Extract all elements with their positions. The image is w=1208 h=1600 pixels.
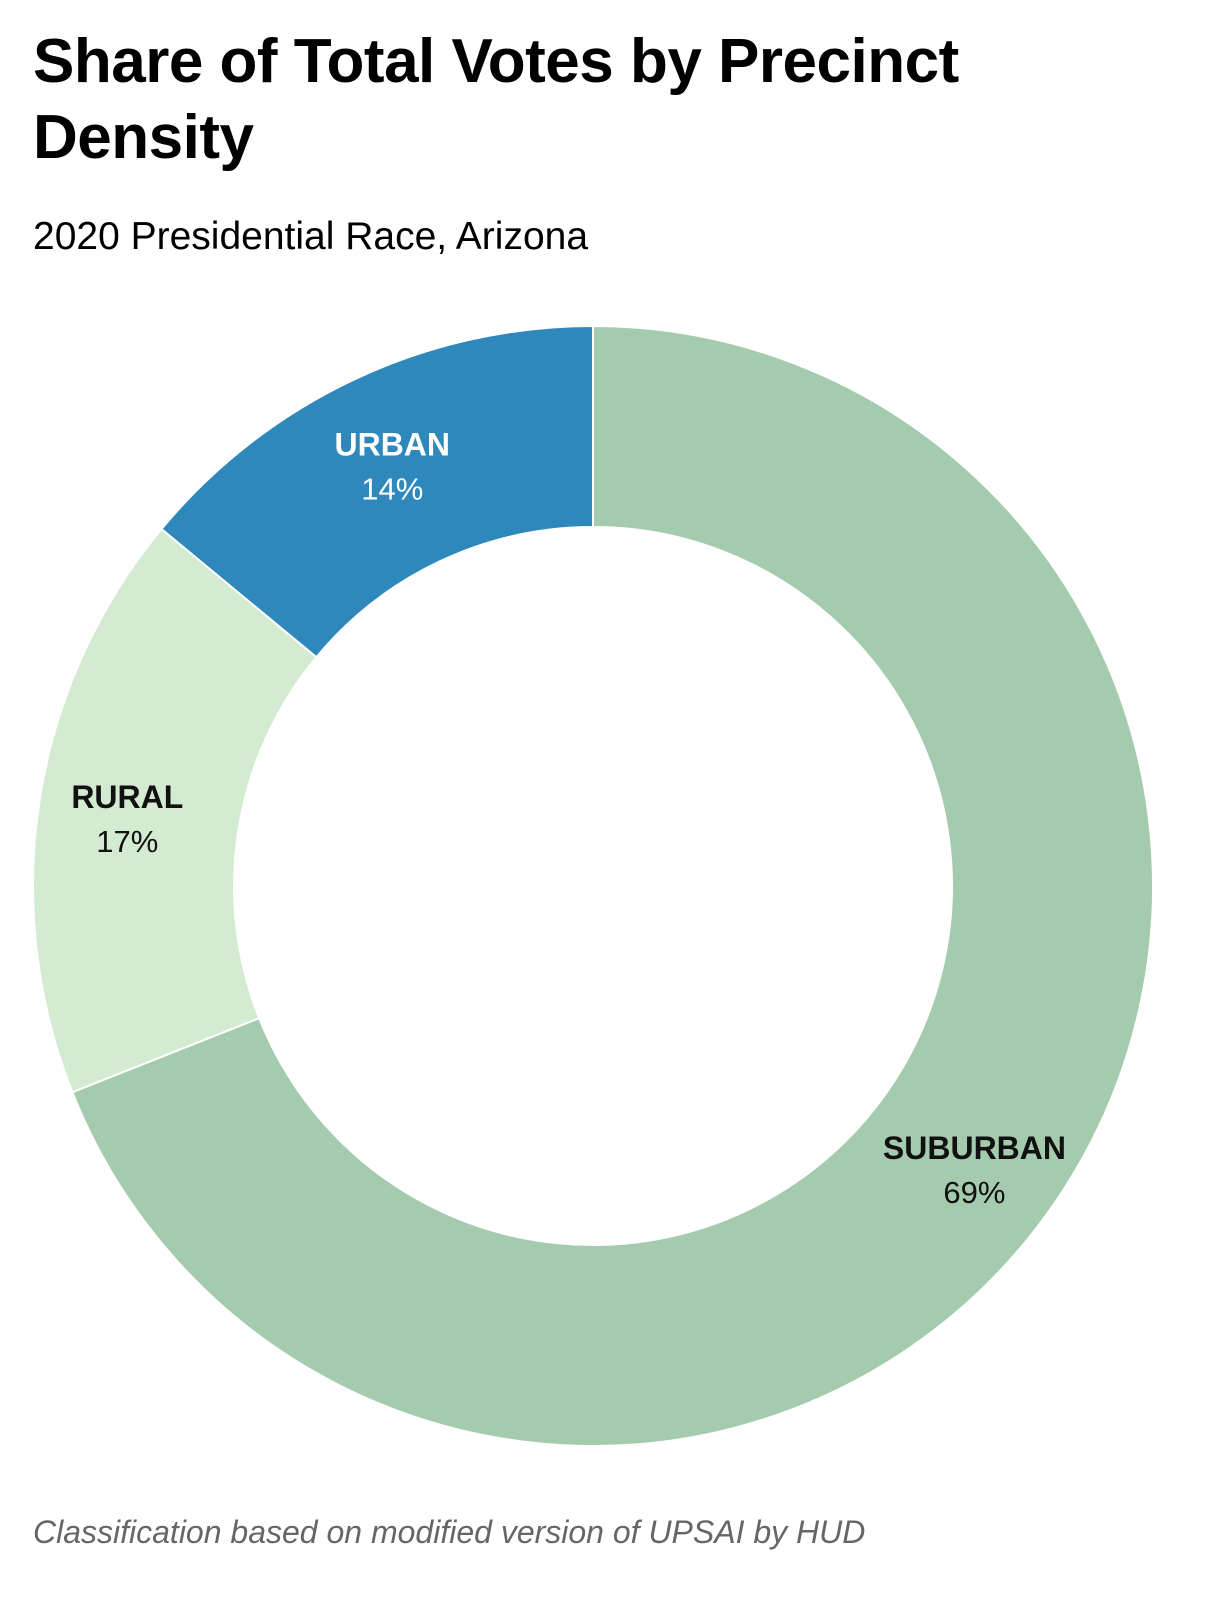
donut-labels: SUBURBAN 69% RURAL 17% URBAN 14% xyxy=(71,426,1066,1210)
slice-value-urban: 14% xyxy=(361,471,423,506)
slice-label-suburban: SUBURBAN xyxy=(883,1130,1066,1166)
slice-value-rural: 17% xyxy=(96,824,158,859)
slice-urban xyxy=(160,324,594,659)
chart-subtitle: 2020 Presidential Race, Arizona xyxy=(33,215,589,258)
chart-title: Share of Total Votes by Precinct Density xyxy=(33,27,959,172)
donut-slices xyxy=(32,324,1154,1447)
slice-label-urban: URBAN xyxy=(334,426,450,462)
slice-value-suburban: 69% xyxy=(943,1175,1005,1210)
chart-footnote: Classification based on modified version… xyxy=(33,1514,866,1550)
slice-label-rural: RURAL xyxy=(71,779,183,815)
slice-suburban xyxy=(71,324,1154,1447)
slice-rural xyxy=(32,527,318,1094)
